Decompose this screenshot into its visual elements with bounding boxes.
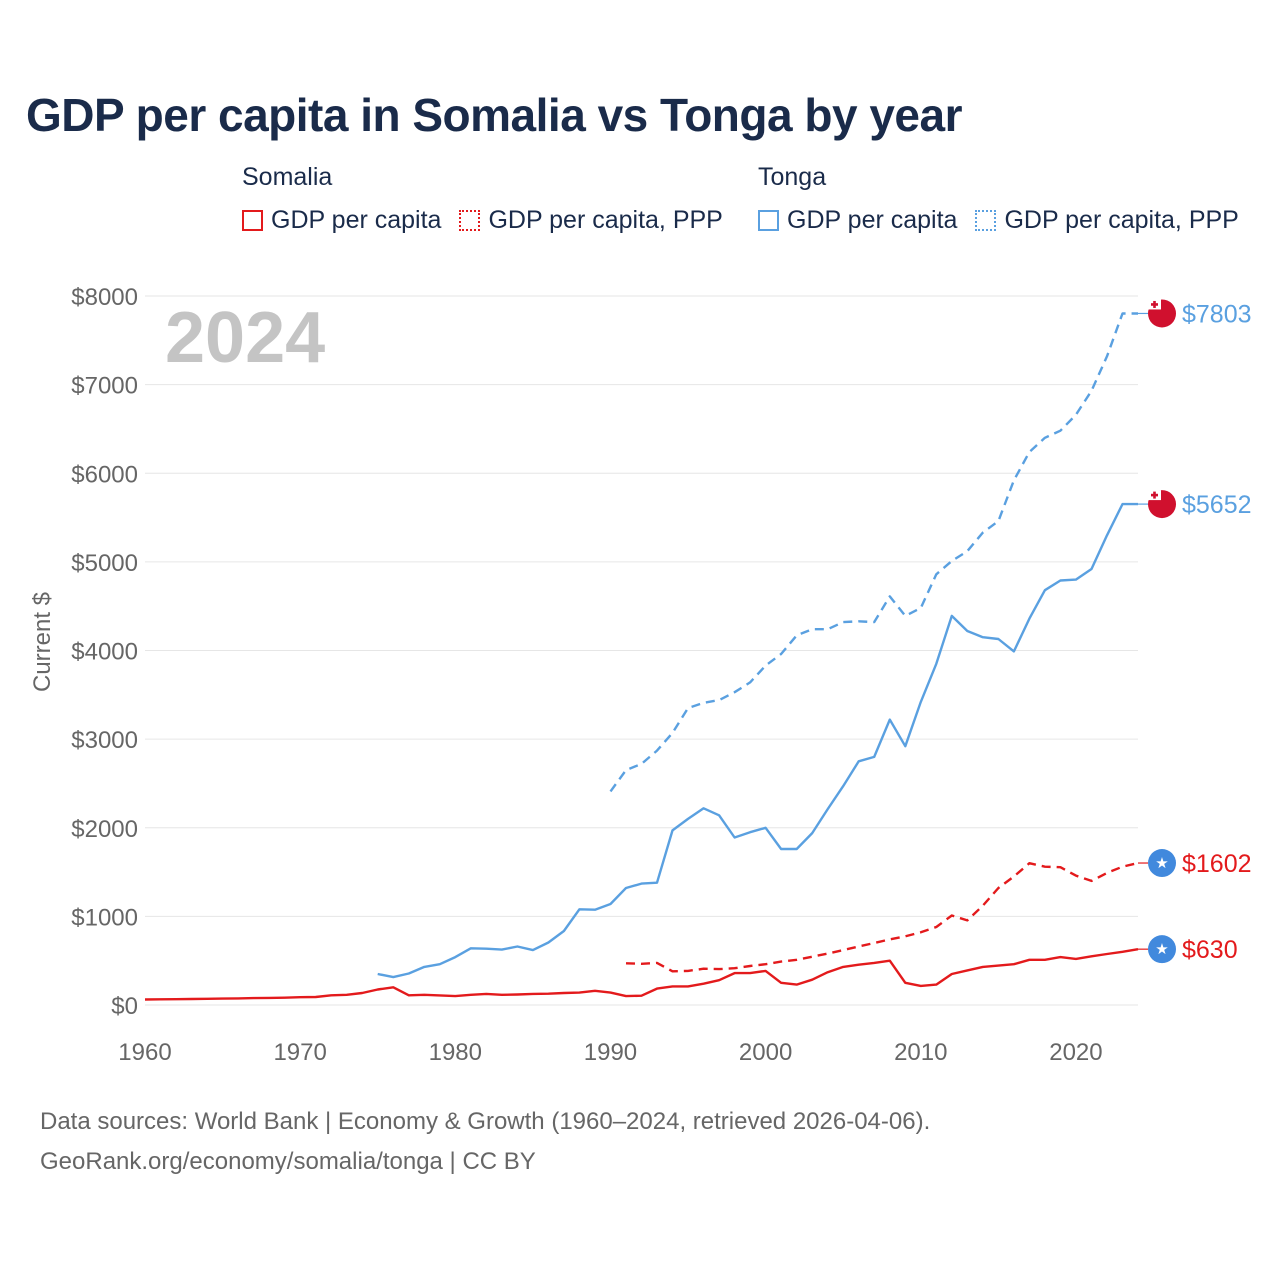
legend-label: GDP per capita <box>787 206 958 234</box>
end-value-label: $5652 <box>1182 491 1252 519</box>
somalia-flag-star: ★ <box>1155 855 1168 872</box>
legend-group-tonga: Tonga GDP per capita GDP per capita, PPP <box>758 163 1239 235</box>
legend-label: GDP per capita <box>271 206 442 234</box>
series-line-somalia-gdp-per-capita-ppp <box>625 861 1139 973</box>
legend-group-somalia: Somalia GDP per capita GDP per capita, P… <box>242 163 723 235</box>
x-tick-label: 1970 <box>273 1039 326 1066</box>
legend-heading-somalia: Somalia <box>242 163 333 191</box>
year-overlay: 2024 <box>165 298 325 378</box>
series-line-tonga-gdp-per-capita-ppp <box>609 312 1138 793</box>
end-value-label: $1602 <box>1182 850 1252 878</box>
y-axis-label: Current $ <box>29 592 56 692</box>
legend-item-tonga-gdp-ppp[interactable]: GDP per capita, PPP <box>975 206 1239 235</box>
y-tick-label: $5000 <box>71 550 138 577</box>
legend-swatch-dotted-blue <box>975 210 997 231</box>
somalia-flag-star: ★ <box>1155 941 1168 958</box>
end-value-label: $7803 <box>1182 300 1252 328</box>
y-tick-label: $8000 <box>71 284 138 311</box>
y-tick-label: $3000 <box>71 727 138 754</box>
y-tick-label: $6000 <box>71 461 138 488</box>
x-tick-label: 2000 <box>739 1039 792 1066</box>
legend-item-somalia-gdp[interactable]: GDP per capita <box>242 206 441 235</box>
somalia-flag-icon <box>1148 849 1176 878</box>
grid-lines <box>145 295 1138 1006</box>
x-tick-label: 1960 <box>118 1039 171 1066</box>
x-tick-label: 2010 <box>894 1039 947 1066</box>
legend-heading-tonga: Tonga <box>758 163 827 191</box>
tonga-flag-cross-h <box>1151 303 1158 306</box>
y-tick-label: $4000 <box>71 639 138 666</box>
legend-swatch-solid-red <box>242 210 263 231</box>
legend-swatch-dotted-red <box>459 210 481 231</box>
legend-swatch-solid-blue <box>758 210 779 231</box>
chart-plot: 2024 $0 $1000 $2000 $3000 $4000 $5000 $6000 $70… <box>29 284 1252 1066</box>
legend-label: GDP per capita, PPP <box>488 206 723 234</box>
series-lines <box>144 312 1139 1001</box>
x-axis-ticks: 1960 1970 1980 1990 2000 2010 2020 <box>118 1039 1102 1066</box>
x-tick-label: 1990 <box>584 1039 637 1066</box>
chart-title: GDP per capita in Somalia vs Tonga by ye… <box>26 89 962 141</box>
tonga-flag-cross-h <box>1151 493 1158 497</box>
y-tick-label: $1000 <box>71 904 138 931</box>
footer-sources: Data sources: World Bank | Economy & Gro… <box>40 1108 931 1135</box>
x-tick-label: 1980 <box>429 1039 482 1066</box>
footer-url: GeoRank.org/economy/somalia/tonga | CC B… <box>40 1148 536 1175</box>
end-value-label: $630 <box>1182 936 1238 964</box>
legend-item-tonga-gdp[interactable]: GDP per capita <box>758 206 957 235</box>
x-tick-label: 2020 <box>1049 1039 1102 1066</box>
y-tick-label: $0 <box>111 993 138 1020</box>
end-labels: ★ $630 ★ $1602 $5652 $7803 <box>1138 299 1252 964</box>
somalia-flag-icon <box>1148 935 1176 964</box>
series-line-tonga-gdp-per-capita <box>377 502 1138 979</box>
series-line-somalia-gdp-per-capita <box>144 948 1139 1001</box>
y-tick-label: $7000 <box>71 373 138 400</box>
legend-label: GDP per capita, PPP <box>1004 206 1239 234</box>
y-tick-label: $2000 <box>71 816 138 843</box>
legend-item-somalia-gdp-ppp[interactable]: GDP per capita, PPP <box>459 206 723 235</box>
y-axis-ticks: $0 $1000 $2000 $3000 $4000 $5000 $6000 $7000 $80… <box>71 284 138 1020</box>
